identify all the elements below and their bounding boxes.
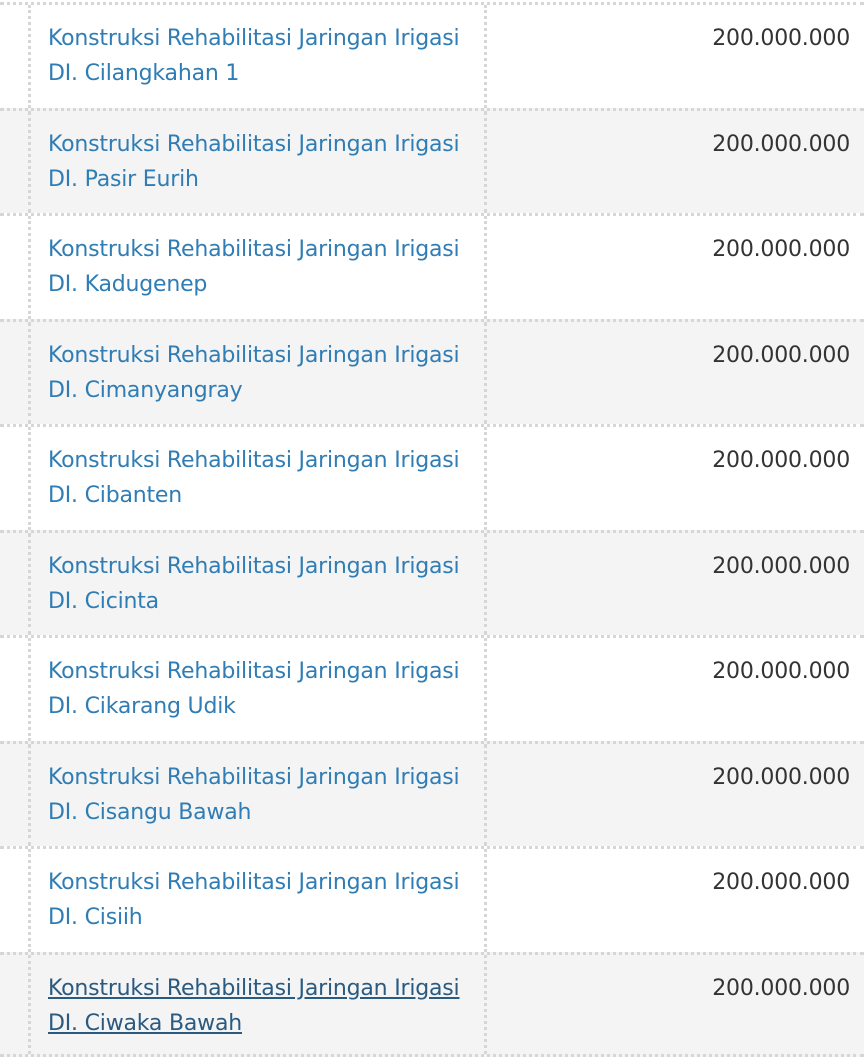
project-name-line2: DI. Kadugenep [48,272,208,297]
project-link[interactable]: Konstruksi Rehabilitasi Jaringan Irigasi… [48,21,478,91]
table-row: Konstruksi Rehabilitasi Jaringan Irigasi… [0,424,864,530]
amount-cell: 200.000.000 [712,237,850,262]
project-name-line1: Konstruksi Rehabilitasi Jaringan Irigasi [48,448,460,473]
project-name-line1: Konstruksi Rehabilitasi Jaringan Irigasi [48,26,460,51]
project-link[interactable]: Konstruksi Rehabilitasi Jaringan Irigasi… [48,549,478,619]
project-name-line2: DI. Cisangu Bawah [48,799,252,825]
project-name-line2: DI. Ciwaka Bawah [48,1010,242,1036]
index-cell [0,5,31,108]
table-row: Konstruksi Rehabilitasi Jaringan Irigasi… [0,318,864,424]
table-row: Konstruksi Rehabilitasi Jaringan Irigasi… [0,951,864,1057]
project-name-line2: DI. Cisiih [48,905,143,930]
project-link[interactable]: Konstruksi Rehabilitasi Jaringan Irigasi… [48,971,478,1041]
index-cell [0,216,31,319]
project-link[interactable]: Konstruksi Rehabilitasi Jaringan Irigasi… [48,127,478,197]
project-name-line1: Konstruksi Rehabilitasi Jaringan Irigasi [48,764,460,790]
table-row: Konstruksi Rehabilitasi Jaringan Irigasi… [0,846,864,952]
table-row: Konstruksi Rehabilitasi Jaringan Irigasi… [0,635,864,741]
project-name-line1: Konstruksi Rehabilitasi Jaringan Irigasi [48,237,460,262]
index-cell [0,110,31,213]
project-link[interactable]: Konstruksi Rehabilitasi Jaringan Irigasi… [48,654,478,724]
project-link[interactable]: Konstruksi Rehabilitasi Jaringan Irigasi… [48,338,478,408]
amount-cell: 200.000.000 [712,975,850,1001]
index-cell [0,532,31,635]
name-cell: Konstruksi Rehabilitasi Jaringan Irigasi… [31,427,487,530]
index-cell [0,638,31,741]
table-row: Konstruksi Rehabilitasi Jaringan Irigasi… [0,529,864,635]
name-cell: Konstruksi Rehabilitasi Jaringan Irigasi… [31,638,487,741]
table-row: Konstruksi Rehabilitasi Jaringan Irigasi… [0,740,864,846]
project-name-line1: Konstruksi Rehabilitasi Jaringan Irigasi [48,553,460,579]
amount-cell: 200.000.000 [712,342,850,368]
project-name-line1: Konstruksi Rehabilitasi Jaringan Irigasi [48,342,460,368]
name-cell: Konstruksi Rehabilitasi Jaringan Irigasi… [31,954,487,1054]
project-name-line1: Konstruksi Rehabilitasi Jaringan Irigasi [48,870,460,895]
project-name-line2: DI. Cicinta [48,588,159,614]
project-name-line2: DI. Pasir Eurih [48,166,199,192]
index-cell [0,321,31,424]
table-row: Konstruksi Rehabilitasi Jaringan Irigasi… [0,213,864,319]
index-cell [0,954,31,1054]
amount-cell: 200.000.000 [712,131,850,157]
amount-cell: 200.000.000 [712,764,850,790]
amount-cell: 200.000.000 [712,659,850,684]
table-row: Konstruksi Rehabilitasi Jaringan Irigasi… [0,107,864,213]
project-link[interactable]: Konstruksi Rehabilitasi Jaringan Irigasi… [48,865,478,935]
project-name-line2: DI. Cilangkahan 1 [48,61,240,86]
name-cell: Konstruksi Rehabilitasi Jaringan Irigasi… [31,743,487,846]
project-link[interactable]: Konstruksi Rehabilitasi Jaringan Irigasi… [48,760,478,830]
project-name-line2: DI. Cibanten [48,483,182,508]
index-cell [0,849,31,952]
amount-cell: 200.000.000 [712,870,850,895]
name-cell: Konstruksi Rehabilitasi Jaringan Irigasi… [31,216,487,319]
name-cell: Konstruksi Rehabilitasi Jaringan Irigasi… [31,532,487,635]
amount-cell: 200.000.000 [712,553,850,579]
project-link[interactable]: Konstruksi Rehabilitasi Jaringan Irigasi… [48,232,478,302]
project-link[interactable]: Konstruksi Rehabilitasi Jaringan Irigasi… [48,443,478,513]
table-row: Konstruksi Rehabilitasi Jaringan Irigasi… [0,2,864,108]
project-name-line1: Konstruksi Rehabilitasi Jaringan Irigasi [48,975,460,1001]
project-name-line2: DI. Cimanyangray [48,377,243,403]
index-cell [0,743,31,846]
name-cell: Konstruksi Rehabilitasi Jaringan Irigasi… [31,110,487,213]
name-cell: Konstruksi Rehabilitasi Jaringan Irigasi… [31,321,487,424]
name-cell: Konstruksi Rehabilitasi Jaringan Irigasi… [31,5,487,108]
project-name-line1: Konstruksi Rehabilitasi Jaringan Irigasi [48,131,460,157]
project-name-line2: DI. Cikarang Udik [48,694,236,719]
amount-cell: 200.000.000 [712,26,850,51]
amount-cell: 200.000.000 [712,448,850,473]
project-name-line1: Konstruksi Rehabilitasi Jaringan Irigasi [48,659,460,684]
index-cell [0,427,31,530]
name-cell: Konstruksi Rehabilitasi Jaringan Irigasi… [31,849,487,952]
